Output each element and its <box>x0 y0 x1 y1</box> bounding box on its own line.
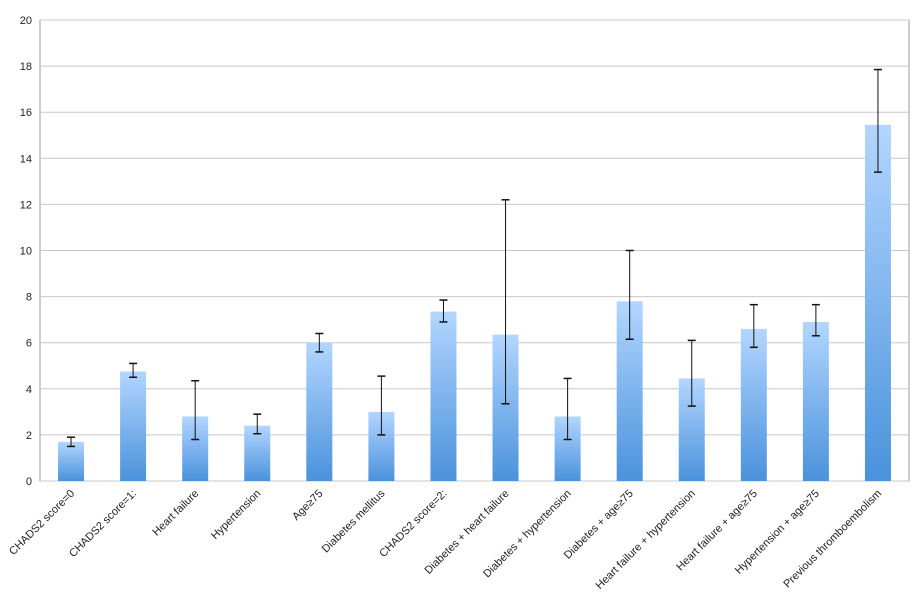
bar <box>58 441 85 481</box>
y-tick-label: 20 <box>20 15 32 27</box>
x-tick-label: CHADS2 score=1: <box>67 488 139 560</box>
bar <box>802 321 829 481</box>
x-tick-label: CHADS2 score=0 <box>7 488 77 558</box>
y-tick-label: 2 <box>26 430 32 442</box>
x-tick-label: Hypertension <box>209 488 263 542</box>
x-tick-label: Diabetes mellitus <box>320 487 388 555</box>
x-tick-label: Heart failure + hypertension <box>594 488 698 592</box>
bar <box>244 425 271 481</box>
y-tick-label: 4 <box>26 384 32 396</box>
y-tick-label: 0 <box>26 476 32 488</box>
x-tick-label: CHADS2 score=2: <box>377 488 449 560</box>
y-tick-label: 12 <box>20 199 32 211</box>
bar <box>740 328 767 481</box>
y-tick-label: 8 <box>26 292 32 304</box>
bar <box>864 124 891 481</box>
y-tick-label: 16 <box>20 107 32 119</box>
y-tick-label: 14 <box>20 153 32 165</box>
y-tick-label: 10 <box>20 246 32 258</box>
bar <box>306 342 333 481</box>
x-tick-label: Heart failure <box>150 488 201 539</box>
y-tick-label: 18 <box>20 61 32 73</box>
bar <box>120 371 147 481</box>
bar <box>430 311 457 481</box>
x-tick-label: Diabetes + age≥75 <box>562 488 636 562</box>
x-tick-label: Age≥75 <box>290 488 325 523</box>
y-tick-label: 6 <box>26 338 32 350</box>
